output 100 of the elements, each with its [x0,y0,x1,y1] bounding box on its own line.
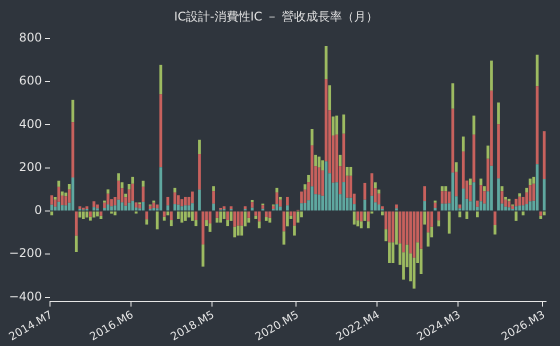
bar [381,206,384,210]
bar [293,211,296,226]
bar [437,211,440,220]
bar [444,204,448,210]
bar [286,211,289,226]
bar [54,196,57,200]
bar [528,185,532,202]
bar [233,211,236,227]
bar [68,184,71,190]
bar [307,174,310,182]
bar [176,211,180,219]
bar [423,201,426,210]
bar [212,204,215,210]
bar [304,184,306,190]
bar [532,176,536,184]
bar [490,166,493,210]
bar [110,211,113,214]
bar [522,205,525,210]
bar [360,211,363,222]
bar [202,211,204,244]
bar [60,192,64,196]
bar [346,166,349,176]
bar [219,211,222,223]
bar [508,201,510,208]
bar [244,206,247,210]
bar [310,186,314,210]
bar [106,189,110,194]
bar [300,203,303,210]
bar [156,204,159,208]
bar [494,211,496,225]
bar [356,211,360,220]
bar [173,188,176,192]
bar [366,211,370,222]
bar [261,205,264,209]
bar [328,85,332,110]
bar [208,211,212,224]
y-tick-label: 0 [34,203,42,218]
bar [370,196,374,210]
bar [230,206,233,210]
bar [381,211,384,216]
bar [162,211,166,217]
bar [412,211,416,258]
bar [518,196,522,206]
y-tick-label: −200 [8,246,42,260]
bar [106,194,110,205]
bar [173,204,176,210]
bar [64,192,68,196]
bar [514,198,518,206]
bar [100,216,102,219]
bar [191,203,194,210]
bar [222,206,226,210]
bar [514,206,518,210]
bar [497,124,500,178]
bar [180,206,184,210]
bar [300,192,303,204]
bar [128,184,131,190]
bar [134,202,138,208]
bar [472,182,476,210]
bar [254,216,258,219]
bar [282,211,286,232]
bar [272,206,275,210]
bar [504,196,507,200]
bar [296,211,300,223]
bar [226,211,230,220]
bar [384,229,388,242]
bar [166,211,170,216]
bar [50,211,54,216]
bar [542,211,546,216]
bar [92,201,96,208]
bar [74,211,78,236]
bar [145,219,148,225]
bar [423,211,426,225]
bar [194,211,198,220]
bar [518,206,522,210]
bar [50,204,54,210]
bar [222,211,226,219]
bar [117,173,120,181]
bar [314,154,317,166]
bar [173,192,176,204]
bar [258,211,261,222]
bar [138,204,142,208]
bar [286,196,289,206]
bar [426,211,430,232]
bar [293,226,296,236]
bar [202,244,204,267]
bar [180,199,184,206]
bar [188,205,190,210]
bar [247,211,250,218]
bar [176,195,180,205]
bar [92,211,96,218]
bar [100,211,102,216]
bar [504,206,507,210]
bar [497,102,500,124]
bar [198,154,201,190]
bar [321,170,324,196]
y-tick-label: 600 [19,74,42,88]
bar [370,211,374,214]
bar [156,211,159,230]
bar [96,204,99,208]
bar [184,196,187,206]
